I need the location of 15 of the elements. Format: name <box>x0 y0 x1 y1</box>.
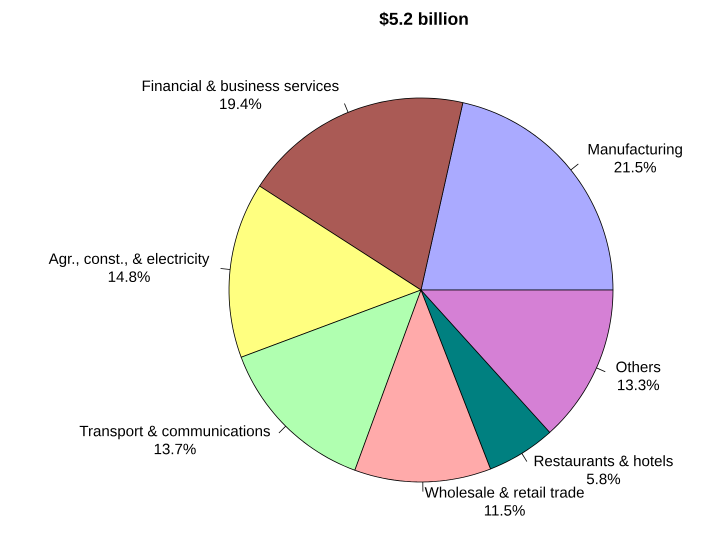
data-label: 21.5% <box>614 162 656 172</box>
data-label: 13.3% <box>618 380 660 390</box>
slice-label: Restaurants & hotels <box>534 455 673 466</box>
data-label: 5.8% <box>586 474 620 484</box>
slice-label: Transport & communications <box>80 425 270 440</box>
data-label: 14.8% <box>108 271 150 282</box>
data-label: 11.5% <box>484 505 525 516</box>
slice-label: Financial & business services <box>142 80 339 92</box>
slice-label: Others <box>616 361 660 372</box>
slice-label: Agr., const., & electricity <box>48 252 210 267</box>
slice-label: Manufacturing <box>588 143 682 158</box>
slice-label: Wholesale & retail trade <box>424 486 584 498</box>
chart-title: $5.2 billion <box>379 12 468 26</box>
data-label: 13.7% <box>154 444 196 454</box>
data-label: 19.4% <box>220 98 262 110</box>
